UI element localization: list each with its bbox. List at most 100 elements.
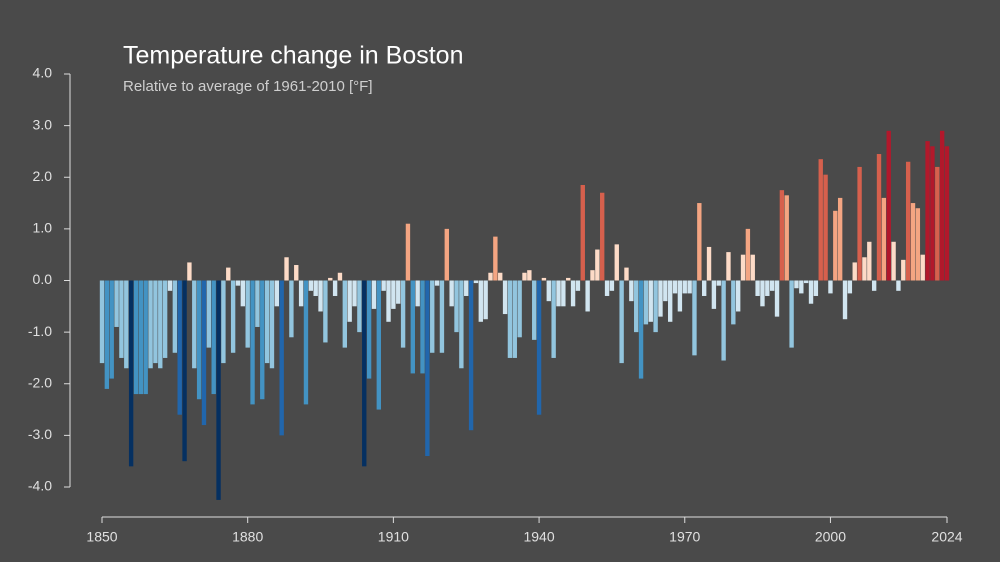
bar (250, 280, 255, 405)
bar (216, 280, 221, 500)
bar (925, 141, 930, 281)
bar (420, 280, 425, 374)
bar (303, 280, 309, 405)
bar (711, 280, 717, 309)
bar (750, 254, 755, 281)
bar (167, 280, 173, 291)
bar (716, 280, 721, 286)
bar (609, 280, 615, 291)
bar (862, 257, 867, 281)
bar (930, 146, 935, 281)
bar (483, 280, 488, 320)
bar (886, 130, 891, 281)
bar (109, 280, 114, 379)
bar (342, 280, 348, 348)
bar (235, 280, 241, 286)
bar (313, 280, 318, 296)
bar (99, 280, 105, 364)
bar (842, 280, 848, 320)
bar (114, 280, 119, 327)
bar (415, 280, 420, 307)
bar (663, 280, 668, 302)
bar (298, 280, 304, 307)
bar (774, 280, 780, 317)
x-tick-label: 1970 (669, 529, 700, 545)
bar (561, 280, 566, 307)
bar (532, 280, 537, 340)
x-tick-label: 1880 (232, 529, 263, 545)
bar (570, 280, 576, 307)
bar (896, 280, 901, 291)
bar (328, 277, 333, 281)
bar (318, 280, 323, 312)
bar (648, 280, 653, 322)
bar (449, 280, 454, 307)
chart-subtitle: Relative to average of 1961-2010 [°F] (123, 78, 373, 95)
bar (638, 280, 644, 379)
bar (769, 280, 775, 291)
bar (794, 280, 799, 289)
bar (735, 280, 741, 312)
chart-title: Temperature change in Boston (123, 42, 464, 70)
y-tick-label: -4.0 (28, 478, 52, 494)
bar (323, 280, 328, 343)
y-tick-label: 3.0 (33, 116, 53, 132)
bar (439, 280, 445, 353)
bar (158, 280, 163, 369)
bar (634, 280, 639, 333)
y-tick-label: 2.0 (33, 168, 53, 184)
bar (405, 223, 411, 281)
bar (668, 280, 673, 322)
bar (935, 166, 940, 281)
bar (468, 280, 474, 431)
bar (357, 280, 362, 333)
bar (279, 280, 284, 436)
bar (230, 280, 236, 353)
bar (784, 195, 789, 281)
y-tick-label: -2.0 (28, 374, 52, 390)
y-tick-label: -1.0 (28, 323, 52, 339)
bar (104, 280, 110, 389)
bar (284, 257, 289, 281)
bar (507, 280, 513, 358)
x-tick-label: 1850 (86, 529, 117, 545)
bar (187, 262, 192, 281)
bar (808, 280, 814, 304)
bar (672, 280, 678, 294)
bar (595, 249, 600, 281)
bar (366, 280, 372, 379)
bar (522, 272, 527, 281)
bar (536, 280, 542, 415)
bar (828, 280, 833, 294)
bar (201, 280, 207, 426)
bar (396, 280, 401, 304)
bar (269, 280, 275, 369)
bar (400, 280, 406, 348)
bar (779, 190, 785, 281)
bar (332, 280, 338, 296)
bar (337, 272, 343, 281)
bar (803, 280, 809, 284)
bar (410, 280, 415, 374)
bar (196, 280, 202, 400)
bar (891, 241, 896, 281)
bar (580, 184, 585, 281)
bar (629, 280, 634, 302)
bar (614, 244, 619, 281)
bar (604, 280, 610, 296)
bar (833, 210, 838, 281)
bar (512, 280, 517, 358)
bar (706, 246, 712, 281)
bar (260, 280, 265, 400)
bar (789, 280, 794, 348)
x-tick-label: 2024 (931, 529, 962, 545)
bar (206, 280, 212, 348)
bar (391, 280, 396, 309)
bar (162, 280, 168, 358)
bar (478, 280, 483, 322)
bar (430, 280, 435, 353)
bar (502, 280, 508, 315)
bar (376, 280, 381, 410)
bar (493, 236, 498, 281)
